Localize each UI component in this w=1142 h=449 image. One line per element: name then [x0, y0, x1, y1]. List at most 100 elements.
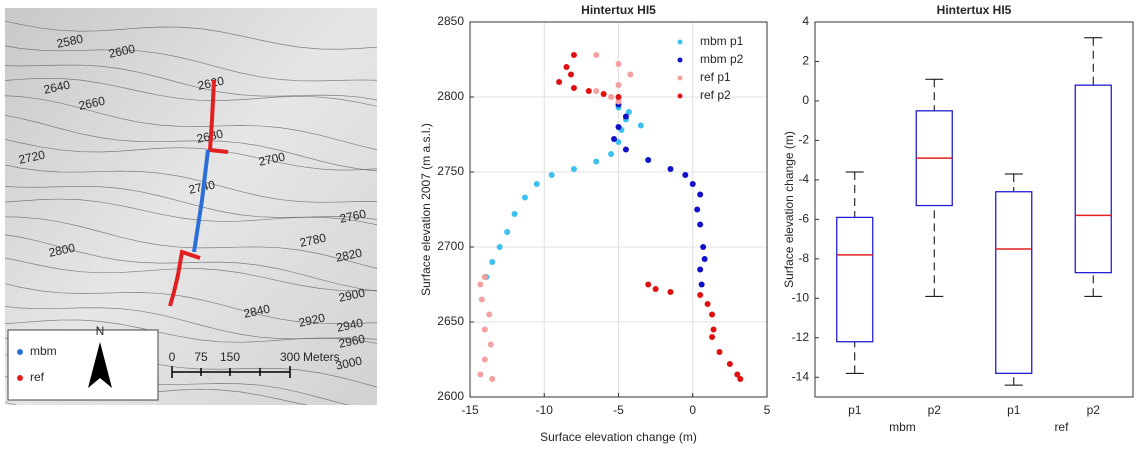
- group-label: mbm: [889, 420, 916, 434]
- contour-line: [0, 400, 380, 445]
- x-tick-label: p1: [1007, 403, 1021, 417]
- scale-label: Meters: [303, 350, 340, 364]
- point: [705, 301, 711, 307]
- point: [608, 94, 614, 100]
- x-tick-label: 5: [764, 403, 771, 417]
- map-legend: [8, 330, 158, 400]
- y-tick-label: 2800: [437, 89, 464, 103]
- point: [709, 334, 715, 340]
- point: [611, 136, 617, 142]
- scale-label: 0: [169, 350, 176, 364]
- point: [667, 289, 673, 295]
- scale-label: 300: [280, 350, 300, 364]
- point: [638, 123, 644, 129]
- point: [616, 61, 622, 67]
- legend-dot: [678, 76, 683, 81]
- point: [482, 327, 488, 333]
- point: [700, 244, 706, 250]
- x-tick-label: -5: [613, 403, 624, 417]
- legend-dot: [678, 58, 683, 63]
- point: [699, 282, 705, 288]
- point: [737, 376, 743, 382]
- scale-label: 150: [220, 350, 240, 364]
- y-tick-label: 2750: [437, 164, 464, 178]
- north-label: N: [96, 324, 105, 338]
- point: [571, 52, 577, 58]
- point: [489, 376, 495, 382]
- point: [486, 312, 492, 318]
- point: [556, 79, 562, 85]
- point: [623, 147, 629, 153]
- axis-label: Surface elevation change (m): [540, 430, 697, 444]
- point: [593, 52, 599, 58]
- y-tick-label: -14: [792, 369, 810, 383]
- point: [482, 274, 488, 280]
- point: [627, 72, 633, 78]
- point: [564, 64, 570, 70]
- legend-label: mbm p2: [700, 52, 744, 66]
- y-tick-label: -10: [792, 290, 810, 304]
- point: [623, 114, 629, 120]
- point: [497, 244, 503, 250]
- point: [709, 312, 715, 318]
- point: [682, 172, 688, 178]
- point: [488, 342, 494, 348]
- x-tick-label: p1: [848, 403, 862, 417]
- legend-dot: [17, 375, 23, 381]
- point: [593, 88, 599, 94]
- legend-label: ref p2: [700, 88, 731, 102]
- page: 2580260026202640266026802700272027402760…: [0, 0, 1142, 449]
- x-tick-label: -10: [536, 403, 554, 417]
- scale-label: 75: [194, 350, 208, 364]
- legend-label: mbm p1: [700, 34, 744, 48]
- point: [571, 166, 577, 172]
- point: [593, 159, 599, 165]
- legend-dot: [678, 94, 683, 99]
- group-label: ref: [1054, 420, 1069, 434]
- figure: 2580260026202640266026802700272027402760…: [0, 0, 1142, 449]
- y-tick-label: 0: [802, 93, 809, 107]
- point: [549, 172, 555, 178]
- x-tick-label: p2: [928, 403, 942, 417]
- point: [694, 207, 700, 213]
- point: [522, 195, 528, 201]
- box: [837, 217, 873, 341]
- y-tick-label: 2600: [437, 389, 464, 403]
- point: [568, 72, 574, 78]
- y-tick-label: 2850: [437, 14, 464, 28]
- y-tick-label: -12: [792, 330, 810, 344]
- point: [482, 357, 488, 363]
- y-tick-label: -2: [798, 133, 809, 147]
- point: [489, 259, 495, 265]
- point: [616, 94, 622, 100]
- y-tick-label: -6: [798, 212, 809, 226]
- axis-label: Hintertux HI5: [581, 3, 656, 17]
- point: [479, 297, 485, 303]
- legend-label: mbm: [30, 344, 57, 358]
- point: [601, 91, 607, 97]
- point: [727, 361, 733, 367]
- point: [512, 211, 518, 217]
- box: [1075, 85, 1111, 273]
- point: [702, 256, 708, 262]
- y-tick-label: 2650: [437, 314, 464, 328]
- point: [697, 267, 703, 273]
- box: [996, 192, 1032, 374]
- legend-dot: [678, 40, 683, 45]
- point: [653, 286, 659, 292]
- point: [477, 372, 483, 378]
- point: [616, 82, 622, 88]
- axis-label: Hintertux HI5: [937, 3, 1012, 17]
- point: [697, 292, 703, 298]
- map: 2580260026202640266026802700272027402760…: [0, 8, 380, 445]
- point: [504, 229, 510, 235]
- point: [534, 181, 540, 187]
- point: [697, 222, 703, 228]
- point: [711, 327, 717, 333]
- y-tick-label: 2: [802, 54, 809, 68]
- legend-label: ref p1: [700, 70, 731, 84]
- point: [690, 181, 696, 187]
- axis-label: Surface elevation change (m): [782, 131, 796, 288]
- point: [586, 88, 592, 94]
- point: [645, 282, 651, 288]
